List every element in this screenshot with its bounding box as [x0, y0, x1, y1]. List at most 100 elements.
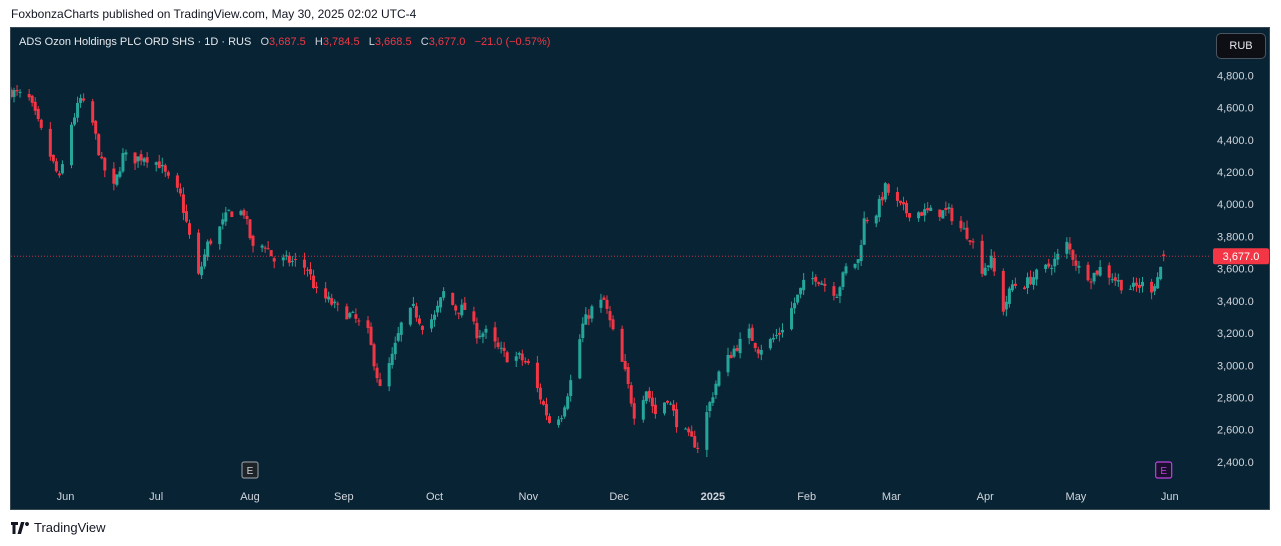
candle-body: [793, 303, 797, 309]
candle-body: [929, 207, 933, 211]
candle-body: [269, 250, 273, 257]
candle-body: [70, 124, 74, 166]
candle-body: [523, 360, 527, 363]
candle-body: [544, 404, 548, 416]
candle-body: [154, 162, 158, 165]
legend-low-value: 3,668.5: [374, 36, 412, 48]
candle-body: [481, 333, 485, 337]
y-tick-label: 2,600.0: [1217, 425, 1254, 437]
candle-body: [1131, 282, 1135, 287]
candle-body: [926, 208, 930, 211]
candle-body: [1092, 272, 1096, 282]
candle-body: [526, 361, 530, 363]
candle-body: [726, 354, 730, 373]
candle-body: [30, 95, 34, 103]
x-tick-label: Apr: [977, 491, 994, 503]
candle-body: [1128, 288, 1132, 290]
candle-body: [457, 312, 461, 314]
candle-body: [312, 275, 316, 289]
candle-body: [877, 198, 881, 218]
candle-body: [672, 404, 676, 411]
candle-body: [647, 390, 651, 399]
publisher-line: FoxbonzaCharts published on TradingView.…: [11, 7, 417, 21]
candle-body: [1029, 276, 1033, 285]
candle-body: [414, 306, 418, 318]
candle-body: [696, 447, 700, 449]
candle-body: [287, 255, 291, 263]
currency-button[interactable]: RUB: [1216, 33, 1266, 59]
candle-body: [133, 152, 137, 164]
y-tick-label: 3,200.0: [1217, 328, 1254, 340]
candle-body: [336, 303, 340, 305]
candle-body: [18, 91, 22, 93]
candle-body: [178, 188, 182, 194]
candle-body: [166, 172, 170, 176]
candle-body: [759, 350, 763, 355]
candle-body: [417, 318, 421, 324]
candle-body: [711, 397, 715, 403]
candle-body: [980, 240, 984, 274]
tradingview-logo-icon: [11, 521, 29, 534]
candle-body: [281, 257, 285, 261]
candle-body: [245, 215, 249, 220]
candle-body: [302, 259, 306, 268]
candle-body: [859, 245, 863, 262]
candle-body: [139, 154, 143, 161]
candle-body: [856, 259, 860, 264]
candle-body: [1004, 301, 1008, 310]
candle-body: [729, 355, 733, 359]
candle-body: [327, 296, 331, 300]
candle-body: [908, 213, 912, 218]
candle-body: [97, 134, 101, 156]
candle-body: [1150, 281, 1154, 293]
candle-body: [11, 89, 13, 98]
candle-body: [662, 402, 666, 414]
candle-body: [399, 322, 403, 335]
candle-body: [333, 301, 337, 304]
candle-body: [136, 156, 140, 162]
candle-body: [239, 211, 243, 215]
x-tick-label: Jul: [149, 491, 163, 503]
candle-body: [1001, 270, 1005, 312]
candle-body: [439, 297, 443, 308]
candle-body: [1110, 279, 1114, 281]
candle-body: [124, 152, 128, 155]
y-tick-label: 2,400.0: [1217, 457, 1254, 469]
candle-body: [986, 265, 990, 267]
candle-body: [1050, 267, 1054, 269]
x-tick-label: Sep: [334, 491, 354, 503]
candle-body: [1156, 277, 1160, 289]
candle-body: [811, 278, 815, 280]
candle-body: [1023, 287, 1027, 290]
candle-body: [820, 283, 824, 285]
candle-body: [623, 361, 627, 370]
candle-body: [345, 306, 349, 320]
candle-body: [475, 323, 479, 339]
candle-body: [103, 157, 107, 171]
candle-body: [1044, 264, 1048, 269]
earnings-marker-label: E: [247, 466, 254, 477]
candle-body: [620, 328, 624, 362]
x-tick-label: Jun: [57, 491, 75, 503]
chart-panel[interactable]: 4,800.0 4,600.0 4,400.0 4,200.0 4,000.0 3,800…: [10, 27, 1270, 510]
candle-body: [54, 161, 58, 172]
candle-body: [181, 194, 185, 213]
candle-body: [853, 263, 857, 268]
candle-body: [557, 419, 561, 426]
legend-change: −21.0 (−0.57%): [474, 36, 551, 48]
x-tick-label: Aug: [240, 491, 260, 503]
candle-body: [1137, 284, 1141, 288]
candle-body: [330, 298, 334, 305]
footer-brand[interactable]: TradingView: [11, 520, 106, 535]
candle-body: [1153, 286, 1157, 292]
candle-body: [768, 339, 772, 349]
candle-body: [1077, 265, 1081, 268]
candle-body: [862, 218, 866, 245]
candle-body: [814, 276, 818, 282]
candle-body: [738, 338, 742, 354]
x-tick-label: Jun: [1161, 491, 1179, 503]
candlestick-chart[interactable]: 4,800.0 4,600.0 4,400.0 4,200.0 4,000.0 3,800…: [11, 28, 1269, 509]
candle-body: [433, 314, 437, 320]
candle-body: [266, 248, 270, 250]
candle-body: [1035, 269, 1039, 280]
